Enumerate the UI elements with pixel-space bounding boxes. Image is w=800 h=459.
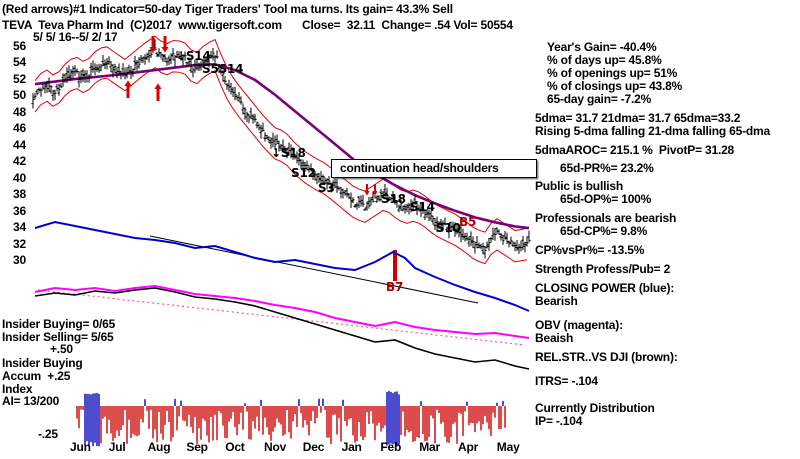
- signal-annotation: S10: [436, 221, 461, 235]
- y-axis-label: 34: [13, 220, 26, 235]
- stat-years-gain: Year's Gain= -40.4%: [547, 40, 657, 54]
- y-axis-label: 52: [13, 71, 26, 86]
- stat-aroc-pivot: 5dmaAROC= 215.1 % PivotP= 31.28: [535, 143, 735, 157]
- y-axis-label: 40: [13, 170, 26, 185]
- stat-public-sentiment: Public is bullish: [535, 179, 623, 193]
- stat-openings-up: % of openings up= 51%: [547, 66, 678, 80]
- accum-index-title-1: Insider Buying: [2, 356, 83, 370]
- signal-annotation: S14: [410, 200, 435, 214]
- y-axis-label: 48: [13, 104, 26, 119]
- indicator-header: (Red arrows)#1 Indicator=50-day Tiger Tr…: [2, 2, 453, 16]
- month-label: Aug: [147, 440, 171, 454]
- signal-annotation: B7: [386, 280, 403, 294]
- signal-annotation: ↓S14: [176, 49, 211, 63]
- y-axis-label: 30: [13, 253, 26, 267]
- y-axis-label: 50: [13, 88, 26, 103]
- scale-plus-50: +.50: [50, 342, 73, 356]
- month-label: Mar: [419, 440, 440, 454]
- stat-cp-vs-pr: CP%vsPr%= -13.5%: [535, 243, 645, 257]
- stat-65d-pr: 65d-PR%= 23.2%: [560, 161, 654, 175]
- y-axis-label: 36: [13, 203, 26, 218]
- signal-annotation: S5S14: [202, 62, 243, 76]
- month-label: Oct: [225, 440, 245, 454]
- signal-annotation: S3: [318, 181, 335, 195]
- y-axis-label: 56: [13, 39, 26, 53]
- obv-status: Beaish: [535, 331, 574, 345]
- stat-ip: IP= -.104: [535, 414, 583, 428]
- label-rel-str: REL.STR..VS DJI (brown):: [535, 350, 678, 364]
- month-label: Sep: [186, 440, 208, 454]
- insider-selling-count: Insider Selling= 5/65: [2, 330, 114, 344]
- month-label: Dec: [302, 440, 325, 454]
- stat-days-up: % of days up= 45.8%: [547, 53, 662, 67]
- month-label: Apr: [458, 440, 479, 454]
- insider-buying-count: Insider Buying= 0/65: [2, 317, 116, 331]
- month-label: Jan: [341, 440, 362, 454]
- head-shoulders-annotation: continuation head/shoulders: [331, 159, 537, 178]
- y-axis-label: 44: [13, 137, 26, 152]
- stat-ma-trend: Rising 5-dma falling 21-dma falling 65-d…: [535, 124, 770, 138]
- label-closing-power: CLOSING POWER (blue):: [535, 281, 675, 295]
- stat-65day-gain: 65-day gain= -7.2%: [547, 92, 652, 106]
- month-label: Jul: [108, 440, 126, 454]
- stat-professional-sentiment: Professionals are bearish: [535, 211, 677, 225]
- y-axis-label: 38: [13, 187, 26, 202]
- month-label: Jun: [70, 440, 91, 454]
- stat-moving-averages: 5dma= 31.7 21dma= 31.7 65dma=33.2: [535, 111, 741, 125]
- stat-65d-op: 65d-OP%= 100%: [560, 192, 652, 206]
- label-obv: OBV (magenta):: [535, 318, 623, 332]
- signal-annotation: S12: [291, 166, 316, 180]
- ai-count: AI= 13/200: [2, 394, 60, 408]
- scale-minus-25: -.25: [38, 427, 58, 441]
- signal-annotation: ↓S18: [271, 146, 306, 160]
- quote-summary: Close= 32.11 Change= .54 Vol= 50554: [302, 18, 513, 32]
- stat-strength-ratio: Strength Profess/Pub= 2: [535, 262, 671, 276]
- month-label: Nov: [264, 440, 287, 454]
- y-axis-label: 46: [13, 121, 26, 136]
- y-axis-label: 54: [13, 55, 26, 70]
- date-range: 5/ 5/ 16--5/ 2/ 17: [33, 30, 118, 44]
- month-label: May: [496, 440, 520, 454]
- signal-annotation: S18: [381, 192, 406, 206]
- accum-index-title-2: Accum +.25: [2, 369, 71, 383]
- stat-closings-up: % of closings up= 43.8%: [547, 79, 683, 93]
- signal-annotation: B5: [459, 215, 476, 229]
- y-axis-label: 42: [13, 154, 26, 169]
- closing-power-status: Bearish: [535, 294, 578, 308]
- ticker-title: TEVA Teva Pharm Ind (C)2017 www.tigersof…: [2, 18, 282, 32]
- stat-distribution: Currently Distribution: [535, 401, 655, 415]
- stat-itrs: ITRS= -.104: [535, 374, 598, 388]
- accum-index-title-3: Index: [2, 382, 33, 396]
- y-axis-label: 32: [13, 236, 26, 251]
- stat-65d-cp: 65d-CP%= 9.8%: [560, 224, 648, 238]
- month-label: Feb: [380, 440, 402, 454]
